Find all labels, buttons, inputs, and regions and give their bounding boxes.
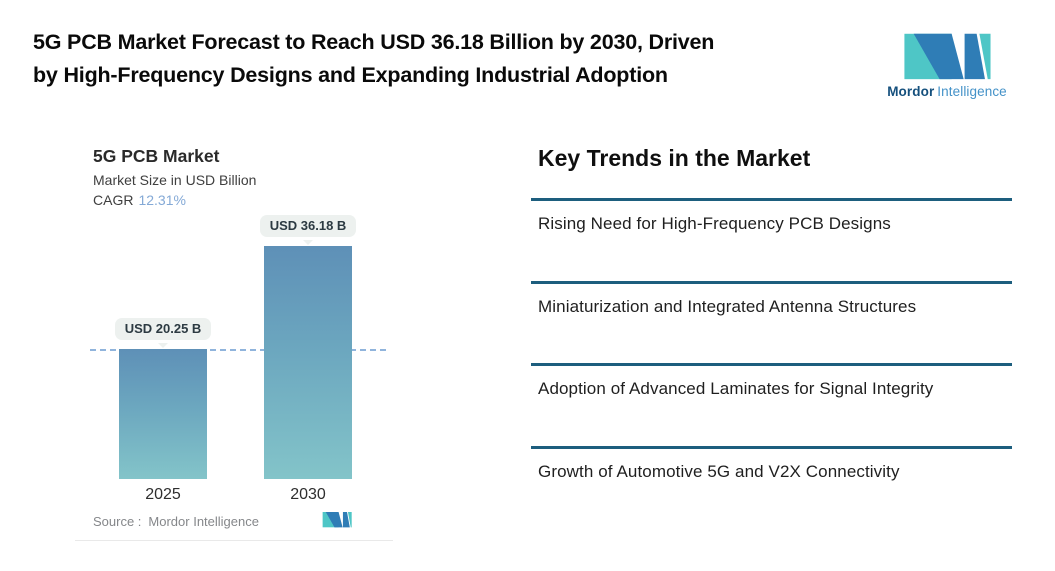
chart-title: 5G PCB Market xyxy=(93,146,220,166)
value-label-pointer xyxy=(158,343,168,348)
source-label: Source : xyxy=(93,514,142,529)
source-value: Mordor Intelligence xyxy=(148,514,259,529)
trend-row: Miniaturization and Integrated Antenna S… xyxy=(531,281,1012,317)
trend-label: Rising Need for High-Frequency PCB Desig… xyxy=(538,214,891,233)
brand-name-light: Intelligence xyxy=(937,84,1007,99)
value-label-2025-text: USD 20.25 B xyxy=(124,321,202,336)
bar-group-2030: USD 36.18 B 2030 xyxy=(259,215,357,503)
market-chart-card: 5G PCB Market Market Size in USD Billion… xyxy=(75,125,393,541)
x-tick-2030: 2030 xyxy=(290,486,326,503)
chart-cagr: CAGR 12.31% xyxy=(93,192,186,208)
brand-name-bold: Mordor xyxy=(887,84,935,99)
page-title-line1: 5G PCB Market Forecast to Reach USD 36.1… xyxy=(33,30,715,54)
mordor-intelligence-logo-icon xyxy=(901,31,993,81)
trend-row: Adoption of Advanced Laminates for Signa… xyxy=(531,363,1012,399)
cagr-label: CAGR xyxy=(93,192,134,208)
page-title: 5G PCB Market Forecast to Reach USD 36.1… xyxy=(33,26,714,92)
value-label-pointer xyxy=(303,240,313,245)
key-trends-section: Key Trends in the Market Rising Need for… xyxy=(531,145,1012,545)
trend-row: Growth of Automotive 5G and V2X Connecti… xyxy=(531,446,1012,482)
trend-label: Adoption of Advanced Laminates for Signa… xyxy=(538,379,934,398)
mordor-intelligence-mini-logo-icon xyxy=(322,511,352,533)
value-label-2030: USD 36.18 B xyxy=(259,215,357,245)
trend-label: Growth of Automotive 5G and V2X Connecti… xyxy=(538,462,900,481)
x-tick-2025: 2025 xyxy=(145,486,181,503)
chart-subtitle: Market Size in USD Billion xyxy=(93,172,257,188)
page-title-line2: by High-Frequency Designs and Expanding … xyxy=(33,63,668,87)
cagr-value: 12.31% xyxy=(138,192,186,208)
chart-source: Source : Mordor Intelligence xyxy=(93,514,259,529)
reference-dashed-line xyxy=(90,349,386,351)
trend-row: Rising Need for High-Frequency PCB Desig… xyxy=(531,198,1012,234)
bar-2030 xyxy=(264,246,352,479)
bar-group-2025: USD 20.25 B 2025 xyxy=(114,318,212,503)
brand-name: Mordor Intelligence xyxy=(887,84,1007,99)
value-label-2025: USD 20.25 B xyxy=(114,318,212,348)
bar-2025 xyxy=(119,349,207,479)
key-trends-heading: Key Trends in the Market xyxy=(538,145,811,171)
brand-logo: Mordor Intelligence xyxy=(886,31,1008,99)
trend-label: Miniaturization and Integrated Antenna S… xyxy=(538,297,917,316)
value-label-2030-text: USD 36.18 B xyxy=(269,218,347,233)
